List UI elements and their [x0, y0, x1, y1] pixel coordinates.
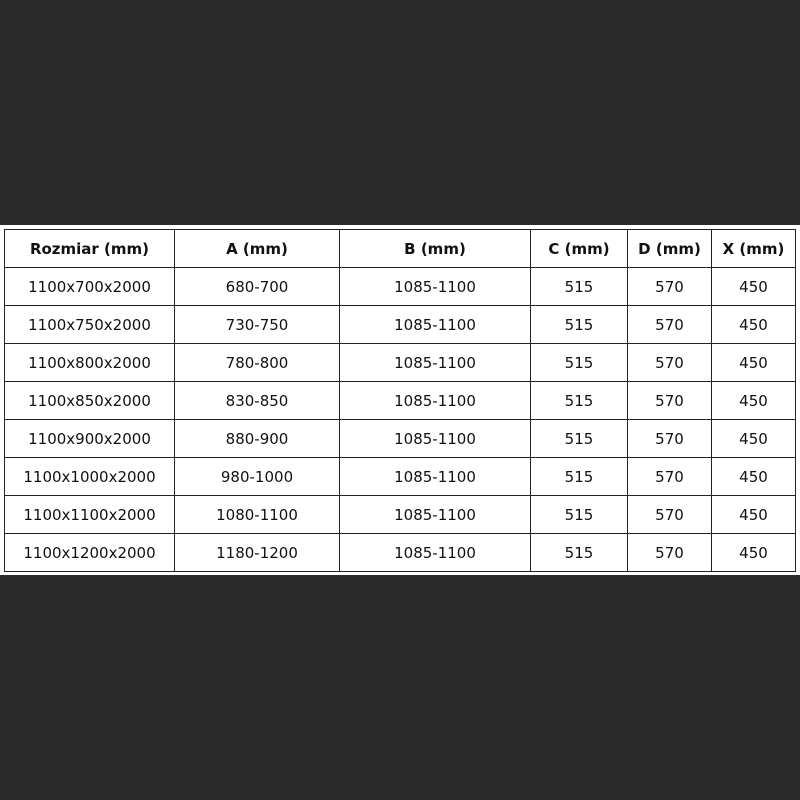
table-cell: 515 — [530, 343, 628, 382]
table-cell: 1085-1100 — [339, 533, 531, 572]
header-row: Rozmiar (mm) A (mm) B (mm) C (mm) D (mm) X (m… — [4, 229, 796, 268]
table-row: 1100x850x2000 830-850 1085-1100 515 570 450 — [4, 381, 796, 420]
column-header: Rozmiar (mm) — [4, 229, 175, 268]
table-cell: 1085-1100 — [339, 381, 531, 420]
table-cell: 1085-1100 — [339, 267, 531, 306]
table-cell: 830-850 — [174, 381, 340, 420]
dimensions-table: Rozmiar (mm) A (mm) B (mm) C (mm) D (mm) X (m… — [4, 229, 796, 572]
table-cell: 515 — [530, 381, 628, 420]
table-cell: 1085-1100 — [339, 343, 531, 382]
table-cell: 1100x1000x2000 — [4, 457, 175, 496]
column-header: A (mm) — [174, 229, 340, 268]
table-cell: 1100x750x2000 — [4, 305, 175, 344]
table-cell: 450 — [711, 457, 796, 496]
table-cell: 515 — [530, 457, 628, 496]
table-cell: 1085-1100 — [339, 419, 531, 458]
table-cell: 570 — [627, 267, 712, 306]
table-cell: 1100x800x2000 — [4, 343, 175, 382]
table-cell: 515 — [530, 267, 628, 306]
table-cell: 1085-1100 — [339, 305, 531, 344]
column-header: B (mm) — [339, 229, 531, 268]
table-cell: 570 — [627, 533, 712, 572]
table-cell: 780-800 — [174, 343, 340, 382]
table-cell: 570 — [627, 381, 712, 420]
table-cell: 450 — [711, 267, 796, 306]
table-cell: 1100x900x2000 — [4, 419, 175, 458]
table-cell: 450 — [711, 343, 796, 382]
table-cell: 515 — [530, 419, 628, 458]
table-cell: 450 — [711, 533, 796, 572]
table-row: 1100x800x2000 780-800 1085-1100 515 570 450 — [4, 343, 796, 382]
table-cell: 1100x850x2000 — [4, 381, 175, 420]
table-cell: 450 — [711, 305, 796, 344]
table-cell: 570 — [627, 457, 712, 496]
table-row: 1100x1200x2000 1180-1200 1085-1100 515 570 45… — [4, 533, 796, 572]
table-cell: 1080-1100 — [174, 495, 340, 534]
column-header: D (mm) — [627, 229, 712, 268]
table-cell: 515 — [530, 533, 628, 572]
table-cell: 1085-1100 — [339, 457, 531, 496]
table-cell: 1100x1200x2000 — [4, 533, 175, 572]
table-cell: 570 — [627, 419, 712, 458]
column-header: C (mm) — [530, 229, 628, 268]
table-cell: 730-750 — [174, 305, 340, 344]
table-row: 1100x1100x2000 1080-1100 1085-1100 515 570 45… — [4, 495, 796, 534]
table-row: 1100x700x2000 680-700 1085-1100 515 570 450 — [4, 267, 796, 306]
table-cell: 1085-1100 — [339, 495, 531, 534]
table-row: 1100x900x2000 880-900 1085-1100 515 570 450 — [4, 419, 796, 458]
table-cell: 570 — [627, 495, 712, 534]
table-row: 1100x1000x2000 980-1000 1085-1100 515 570 450 — [4, 457, 796, 496]
table-cell: 680-700 — [174, 267, 340, 306]
table-cell: 1180-1200 — [174, 533, 340, 572]
table-cell: 980-1000 — [174, 457, 340, 496]
table-cell: 450 — [711, 495, 796, 534]
table-cell: 450 — [711, 419, 796, 458]
table-cell: 1100x1100x2000 — [4, 495, 175, 534]
table-cell: 880-900 — [174, 419, 340, 458]
table-row: 1100x750x2000 730-750 1085-1100 515 570 450 — [4, 305, 796, 344]
table-cell: 570 — [627, 305, 712, 344]
table-cell: 515 — [530, 495, 628, 534]
table-cell: 570 — [627, 343, 712, 382]
table-cell: 515 — [530, 305, 628, 344]
table-cell: 450 — [711, 381, 796, 420]
column-header: X (mm) — [711, 229, 796, 268]
table-cell: 1100x700x2000 — [4, 267, 175, 306]
